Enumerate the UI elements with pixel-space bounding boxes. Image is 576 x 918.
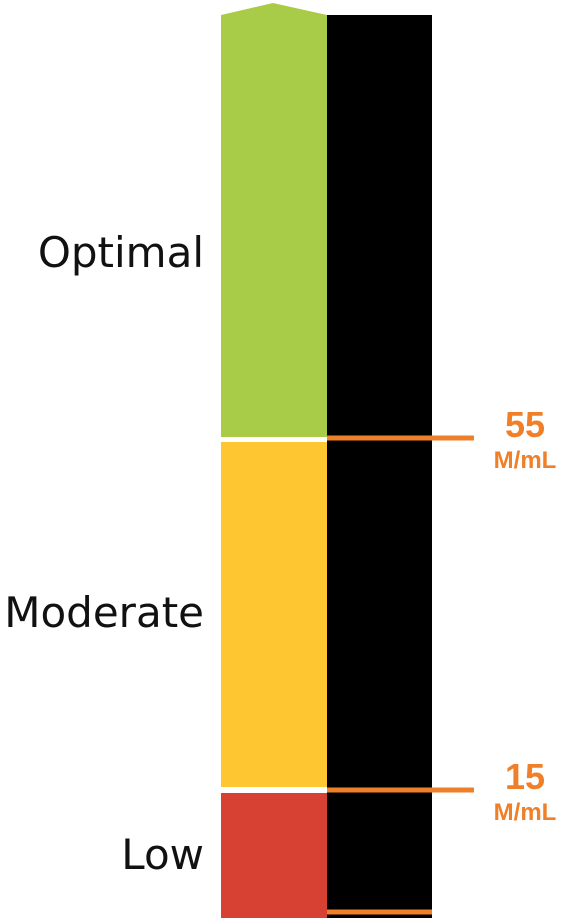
moderate-zone-label: Moderate xyxy=(4,588,204,637)
low-zone-band xyxy=(221,793,327,918)
upper-threshold-label: 55 M/mL xyxy=(470,407,576,473)
optimal-zone-band xyxy=(221,3,327,437)
upper-threshold-value: 55 xyxy=(504,404,546,445)
lower-threshold-value: 15 xyxy=(504,756,546,797)
lower-threshold-unit: M/mL xyxy=(493,799,557,826)
optimal-zone-label: Optimal xyxy=(37,228,204,277)
moderate-zone-band xyxy=(221,442,327,787)
low-zone-label: Low xyxy=(121,830,204,879)
upper-threshold-unit: M/mL xyxy=(493,447,557,474)
measurement-track xyxy=(327,15,432,918)
lower-threshold-label: 15 M/mL xyxy=(470,759,576,825)
